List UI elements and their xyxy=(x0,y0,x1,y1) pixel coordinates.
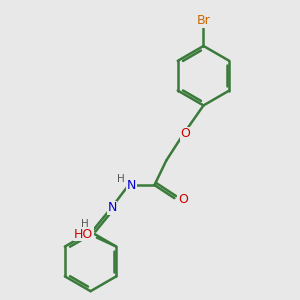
Text: O: O xyxy=(180,127,190,140)
Text: N: N xyxy=(127,178,136,192)
Text: Br: Br xyxy=(196,14,210,27)
Text: H: H xyxy=(81,219,88,229)
Text: O: O xyxy=(178,193,188,206)
Text: H: H xyxy=(117,173,124,184)
Text: HO: HO xyxy=(74,228,93,241)
Text: N: N xyxy=(107,201,117,214)
